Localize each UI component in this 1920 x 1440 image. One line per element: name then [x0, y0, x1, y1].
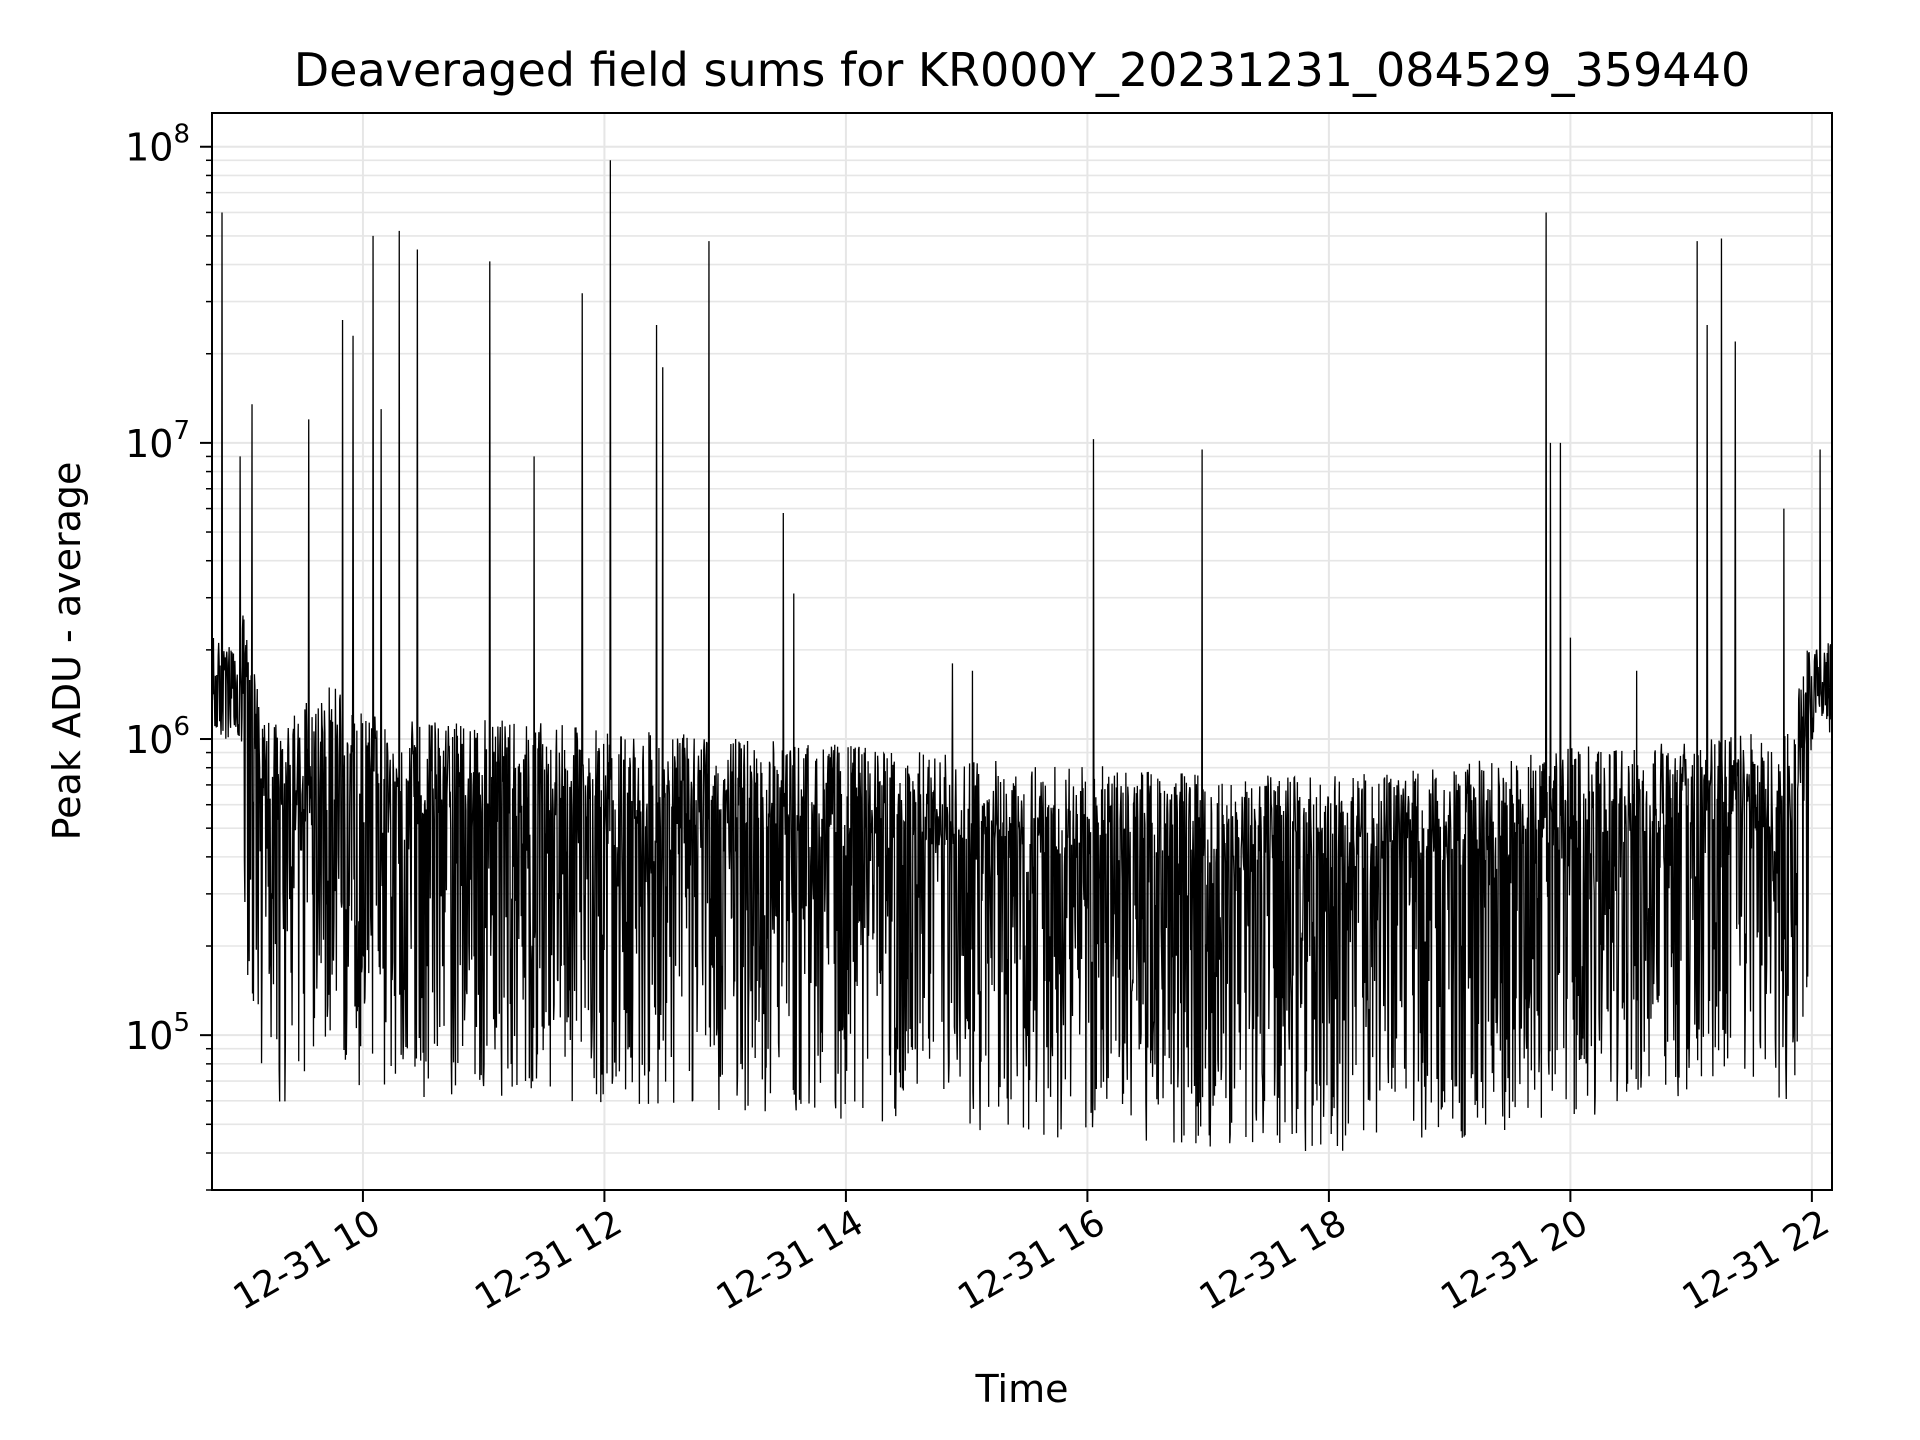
y-axis-label: Peak ADU - average: [45, 462, 89, 841]
y-axis: 105 106 107 108: [125, 120, 212, 1191]
series-line: [212, 160, 1832, 1152]
x-axis-label: Time: [975, 1367, 1069, 1411]
y-tick-label: 105: [125, 1008, 190, 1058]
axes-frame: [211, 112, 1833, 1191]
y-tick-label: 107: [125, 416, 190, 466]
y-tick-label: 108: [125, 120, 190, 170]
grid: [212, 113, 1832, 1191]
plot-area: [212, 160, 1832, 1152]
y-tick-label: 106: [125, 712, 190, 762]
series-trace: [212, 160, 1832, 1152]
chart-title: Deaveraged field sums for KR000Y_2023123…: [294, 43, 1750, 97]
